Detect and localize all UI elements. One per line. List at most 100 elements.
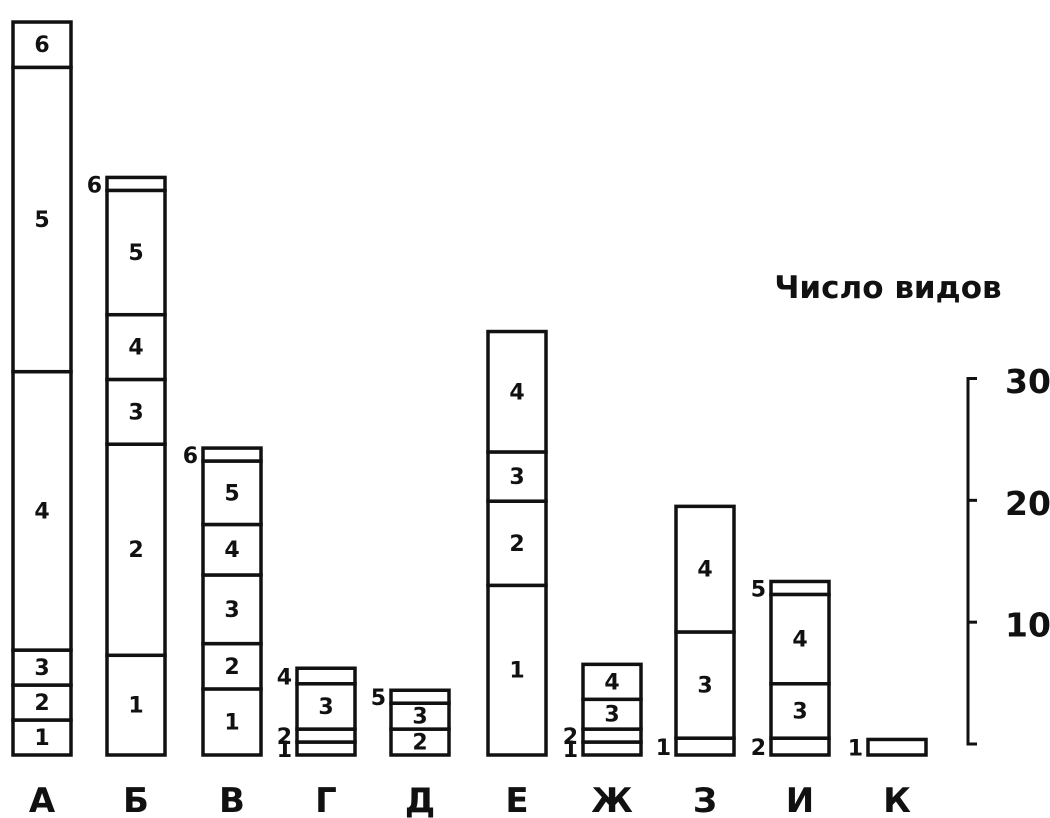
segment-label: 2 — [128, 538, 143, 563]
category-label: А — [29, 781, 56, 818]
segment-label: 5 — [751, 577, 766, 602]
category-label: Г — [315, 781, 337, 818]
segment-label: 4 — [604, 670, 619, 695]
segment-label: 1 — [34, 726, 49, 751]
bar-segment — [486, 329, 548, 454]
segment-label: 2 — [34, 691, 49, 716]
segment-label: 3 — [604, 703, 619, 728]
bar-segment — [769, 682, 831, 740]
segment-label: 5 — [34, 208, 49, 233]
y-axis-line — [966, 377, 977, 746]
segment-label: 3 — [509, 465, 524, 490]
bar-7: 12 3 4 — [563, 662, 643, 763]
bar-segment — [11, 718, 73, 757]
bar-segment — [11, 369, 73, 652]
y-tick-label: 30 — [1005, 362, 1050, 401]
bar-segment — [105, 442, 167, 658]
bar-segment — [201, 446, 263, 463]
segment-label: 4 — [224, 538, 239, 563]
bar-segment — [674, 630, 736, 740]
y-tick-label: 10 — [1005, 606, 1050, 645]
bar-segment — [105, 188, 167, 317]
bar-segment — [295, 740, 357, 757]
bar-segment — [581, 697, 643, 731]
segment-label: 1 — [656, 736, 671, 761]
bar-segment — [11, 20, 73, 70]
bar-segment — [581, 727, 643, 744]
segment-label: 4 — [34, 499, 49, 524]
bar-segment — [295, 666, 357, 686]
segment-label: 5 — [371, 686, 386, 711]
segment-label: 1 — [224, 710, 239, 735]
segment-label: 4 — [792, 628, 807, 653]
segment-label: 4 — [509, 380, 524, 405]
bar-9: 2 3 4 5 — [751, 577, 831, 761]
category-label: И — [786, 781, 814, 818]
bar-segment — [674, 504, 736, 634]
segment-label: 6 — [183, 444, 198, 469]
category-label: Ж — [591, 781, 633, 818]
bar-6: 1 2 3 4 — [486, 329, 548, 757]
bar-10: 1 — [848, 737, 928, 762]
segment-label: 3 — [34, 656, 49, 681]
segment-label: 1 — [563, 738, 578, 763]
bar-5: 23 5 — [371, 686, 451, 757]
bar-segment — [769, 736, 831, 757]
bar-segment — [769, 579, 831, 597]
bar-segment — [486, 450, 548, 503]
bar-8: 1 3 4 — [656, 504, 736, 761]
segment-label: 2 — [224, 655, 239, 680]
segment-label: 4 — [277, 666, 292, 691]
bar-2: 1 2 3 4 5 6 — [87, 173, 167, 757]
bar-segment — [486, 583, 548, 757]
bar-segment — [201, 687, 263, 757]
category-label: Б — [123, 781, 149, 818]
bar-segment — [295, 727, 357, 744]
bar-segment — [11, 683, 73, 722]
bar-segment — [201, 522, 263, 577]
segment-label: 2 — [412, 731, 427, 756]
category-label: В — [219, 781, 245, 818]
segment-label: 3 — [128, 400, 143, 425]
segment-label: 4 — [697, 558, 712, 583]
category-label: К — [883, 781, 911, 818]
bar-3: 1 2 3 4 5 6 — [183, 444, 263, 757]
segment-label: 3 — [224, 598, 239, 623]
category-label: З — [693, 781, 717, 818]
segment-label: 1 — [509, 659, 524, 684]
segment-label: 5 — [128, 241, 143, 266]
bar-1: 1 2 3 4 5 6 — [11, 20, 73, 757]
segment-label: 6 — [87, 173, 102, 198]
segment-label: 6 — [34, 33, 49, 58]
segment-label: 5 — [224, 481, 239, 506]
segment-label: 3 — [318, 695, 333, 720]
segment-label: 3 — [792, 699, 807, 724]
bar-segment — [105, 175, 167, 193]
bar-segment — [581, 740, 643, 757]
category-label: Д — [405, 781, 435, 818]
segment-label: 1 — [128, 694, 143, 719]
bar-segment — [389, 688, 451, 705]
bars-layer: 1234561234561234561234235123412341342345… — [11, 20, 928, 763]
bar-segment — [866, 737, 928, 757]
segment-label: 2 — [563, 725, 578, 750]
bar-segment — [581, 662, 643, 702]
bar-segment — [295, 682, 357, 731]
y-axis: 10 20 30 — [966, 362, 1050, 746]
segment-label: 4 — [128, 336, 143, 361]
segment-label: 3 — [412, 705, 427, 730]
segment-label: 2 — [509, 532, 524, 557]
segment-label: 2 — [751, 736, 766, 761]
segment-label: 1 — [277, 738, 292, 763]
bar-segment — [201, 641, 263, 691]
segment-label: 3 — [697, 674, 712, 699]
bar-segment — [105, 653, 167, 757]
bar-4: 12 3 4 — [277, 666, 357, 763]
bar-segment — [674, 736, 736, 757]
y-tick-label: 20 — [1005, 484, 1050, 523]
y-axis-title: Число видов — [774, 270, 1001, 306]
category-label: Е — [505, 781, 528, 818]
segment-label: 2 — [277, 725, 292, 750]
